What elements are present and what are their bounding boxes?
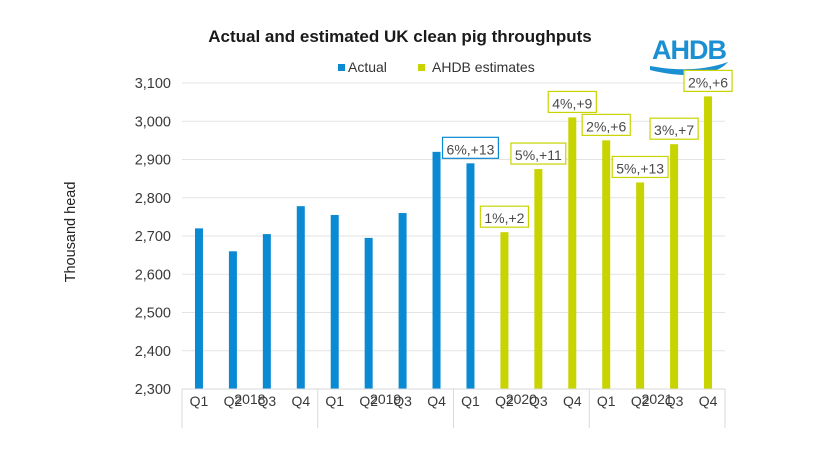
y-tick-label: 2,900 xyxy=(135,153,171,169)
data-label: 5%,+13 xyxy=(611,155,669,179)
data-label: 3%,+7 xyxy=(649,117,699,140)
bar-actual xyxy=(330,214,339,389)
legend-label-actual: Actual xyxy=(348,59,387,75)
bar-actual xyxy=(262,234,271,389)
data-label-box xyxy=(581,113,631,136)
data-label-box xyxy=(479,205,530,228)
chart-title: Actual and estimated UK clean pig throug… xyxy=(208,27,591,46)
x-tick-label: Q3 xyxy=(258,393,277,409)
bar-estimate xyxy=(500,232,509,389)
x-tick-label: Q2 xyxy=(224,393,243,409)
x-group-label: 2019 xyxy=(370,391,401,407)
x-tick-label: Q3 xyxy=(393,393,412,409)
data-label-box xyxy=(510,142,567,165)
x-group-label: 2018 xyxy=(234,391,265,407)
data-label-text: 5%,+11 xyxy=(515,147,562,163)
x-tick-label: Q2 xyxy=(495,393,514,409)
y-tick-label: 3,100 xyxy=(135,76,171,92)
y-tick-label: 2,700 xyxy=(135,229,171,245)
y-axis-title: Thousand head xyxy=(63,182,79,283)
bar-actual xyxy=(228,251,237,389)
x-group-label: 2021 xyxy=(642,391,673,407)
x-tick-label: Q2 xyxy=(359,393,378,409)
x-tick-label: Q2 xyxy=(631,393,650,409)
bar-estimate xyxy=(602,140,611,389)
legend-label-estimate: AHDB estimates xyxy=(432,59,535,75)
y-tick-label: 2,500 xyxy=(135,306,171,322)
data-label-text: 5%,+13 xyxy=(616,160,664,176)
bar-actual xyxy=(466,163,475,389)
x-tick-label: Q1 xyxy=(597,393,616,409)
gridlines xyxy=(182,82,725,352)
data-label: 5%,+11 xyxy=(510,142,567,165)
data-label-box xyxy=(547,90,597,114)
x-tick-label: Q4 xyxy=(291,393,310,409)
bar-actual xyxy=(432,151,441,389)
data-label-text: 2%,+6 xyxy=(688,74,728,90)
logo-text: AHDB xyxy=(652,35,726,65)
bar-estimate xyxy=(704,96,713,389)
y-axis-ticks: 2,300 2,400 2,500 2,600 2,700 2,800 2,900 3,000… xyxy=(135,76,171,398)
x-axis: Q1 Q2 Q3 Q4 2018 Q1 Q2 Q3 Q4 2019 Q1 Q2 Q3 Q4 2020 Q1 Q2… xyxy=(181,388,726,428)
data-labels: 6%,+13 1%,+2 5%,+11 4%,+9 2%,+6 5%,+13 3%,+7 2%… xyxy=(441,69,733,228)
bar-actual xyxy=(296,206,305,389)
y-tick-label: 3,000 xyxy=(135,114,171,130)
bar-actual xyxy=(194,228,203,389)
bar-actual xyxy=(364,237,373,389)
bar-estimate xyxy=(670,144,679,389)
data-label-text: 1%,+2 xyxy=(484,210,524,226)
ahdb-logo: AHDB xyxy=(650,35,728,76)
data-label: 2%,+6 xyxy=(581,113,631,136)
y-tick-label: 2,300 xyxy=(135,382,171,398)
data-label-text: 4%,+9 xyxy=(552,95,592,111)
x-tick-label: Q1 xyxy=(461,393,480,409)
y-tick-label: 2,800 xyxy=(135,191,171,207)
x-tick-label: Q1 xyxy=(190,393,209,409)
data-label-text: 6%,+13 xyxy=(447,141,495,157)
data-label-text: 2%,+6 xyxy=(586,118,626,134)
x-tick-label: Q3 xyxy=(665,393,684,409)
legend-swatch-actual xyxy=(338,64,345,71)
x-tick-label: Q1 xyxy=(325,393,344,409)
bar-estimate xyxy=(534,169,543,389)
x-tick-label: Q4 xyxy=(427,393,446,409)
x-group-label: 2020 xyxy=(506,391,537,407)
legend: Actual AHDB estimates xyxy=(338,59,535,75)
data-label-box xyxy=(683,69,733,92)
y-tick-label: 2,400 xyxy=(135,344,171,360)
x-tick-label: Q4 xyxy=(699,393,718,409)
data-label: 6%,+13 xyxy=(441,136,500,159)
y-tick-label: 2,600 xyxy=(135,267,171,283)
x-tick-label: Q3 xyxy=(529,393,548,409)
data-label: 1%,+2 xyxy=(479,205,530,228)
data-label: 4%,+9 xyxy=(547,90,597,114)
bar-actual xyxy=(398,213,407,389)
data-label-box xyxy=(649,117,699,140)
data-label: 2%,+6 xyxy=(683,69,733,92)
bar-estimate xyxy=(636,182,645,389)
data-label-box xyxy=(441,136,500,159)
data-label-text: 3%,+7 xyxy=(654,122,694,138)
data-label-box xyxy=(611,155,669,179)
x-tick-label: Q4 xyxy=(563,393,582,409)
bar-estimate xyxy=(568,117,577,390)
legend-swatch-estimate xyxy=(418,64,425,71)
bars xyxy=(194,96,713,390)
